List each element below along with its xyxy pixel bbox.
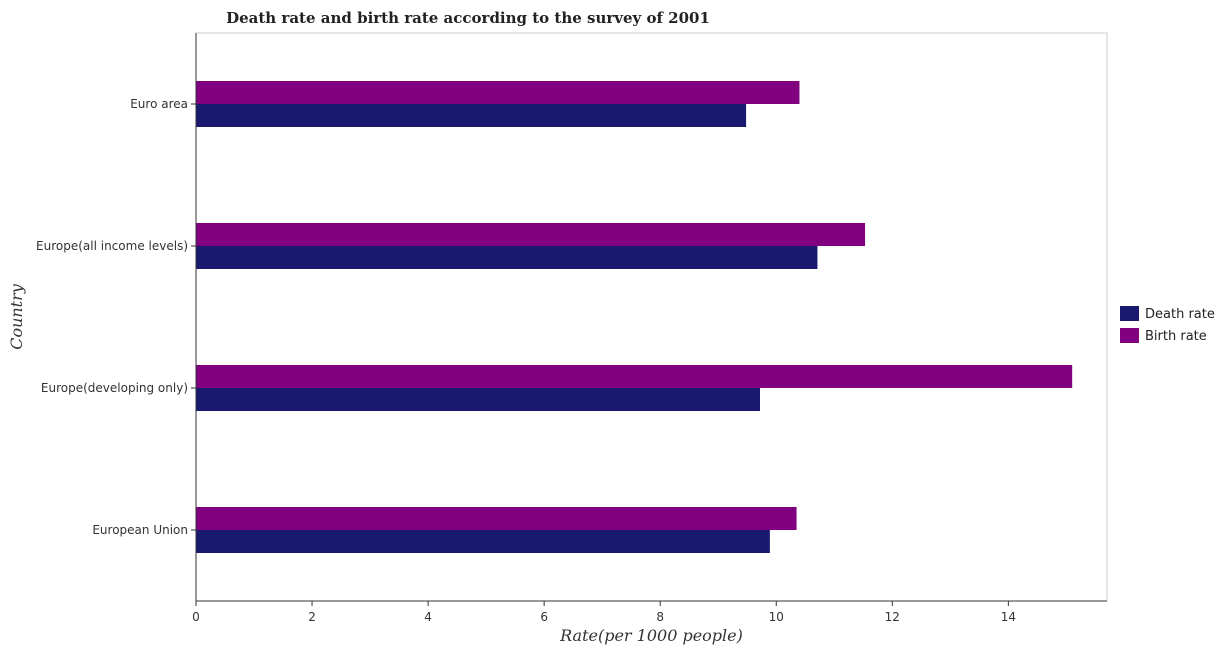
y-tick-label: European Union — [92, 523, 188, 537]
legend-swatch — [1120, 328, 1139, 343]
bar-birth-rate — [196, 365, 1073, 388]
x-tick-label: 10 — [769, 610, 784, 624]
legend-swatch — [1120, 306, 1139, 321]
y-axis-title: Country — [7, 283, 26, 350]
chart-title: Death rate and birth rate according to t… — [226, 9, 710, 27]
y-tick-label: Europe(developing only) — [41, 381, 188, 395]
bar-birth-rate — [196, 81, 800, 104]
y-tick-label: Euro area — [130, 97, 188, 111]
legend: Death rate Birth rate — [1120, 306, 1215, 344]
bars — [196, 81, 1073, 553]
bar-birth-rate — [196, 507, 797, 530]
x-tick-label: 4 — [424, 610, 432, 624]
x-tick-label: 2 — [308, 610, 316, 624]
x-tick-label: 8 — [656, 610, 664, 624]
x-tick-label: 12 — [885, 610, 900, 624]
bar-death-rate — [196, 530, 770, 553]
y-axis: Euro area Europe(all income levels) Europe… — [36, 33, 197, 601]
bar-death-rate — [196, 388, 761, 411]
bar-death-rate — [196, 104, 747, 127]
x-tick-label: 6 — [540, 610, 548, 624]
x-tick-label: 14 — [1001, 610, 1016, 624]
x-axis: 0 2 4 6 8 10 12 14 — [192, 600, 1107, 624]
y-tick-label: Europe(all income levels) — [36, 239, 188, 253]
bar-birth-rate — [196, 223, 866, 246]
x-tick-label: 0 — [192, 610, 200, 624]
bar-death-rate — [196, 246, 818, 269]
legend-label: Death rate — [1145, 307, 1215, 322]
x-axis-title: Rate(per 1000 people) — [559, 626, 743, 645]
legend-label: Birth rate — [1145, 329, 1207, 344]
